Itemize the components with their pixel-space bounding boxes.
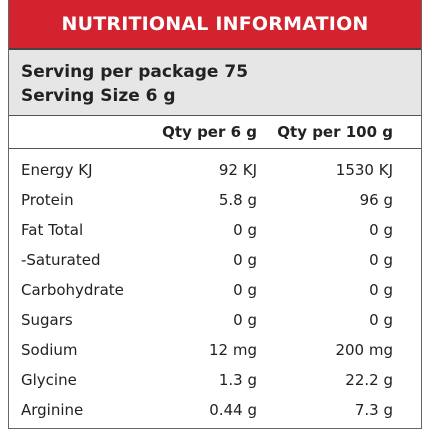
nutrient-value: 12 mg — [209, 341, 257, 359]
nutrient-label: Sodium — [21, 341, 78, 359]
table-row: Sodium 12 mg 200 mg — [9, 335, 421, 365]
table-row: Fat Total 0 g 0 g — [9, 215, 421, 245]
column-header: Qty per 100 g — [277, 123, 393, 141]
nutrient-value: 0 g — [369, 221, 393, 239]
nutrient-value: 0 g — [233, 251, 257, 269]
table-row: Glycine 1.3 g 22.2 g — [9, 365, 421, 395]
table-row: Arginine 0.44 g 7.3 g — [9, 395, 421, 425]
nutrient-label: Carbohydrate — [21, 281, 124, 299]
serving-line: Serving per package 75 — [21, 62, 249, 82]
nutrient-value: 0 g — [369, 311, 393, 329]
nutrient-value: 200 mg — [335, 341, 393, 359]
nutrient-value: 0.44 g — [209, 401, 257, 419]
nutrient-value: 7.3 g — [354, 401, 393, 419]
nutrient-label: Protein — [21, 191, 74, 209]
header-row: Qty per 6 g Qty per 100 g — [9, 116, 421, 149]
nutrient-label: Energy KJ — [21, 161, 93, 179]
table-row: -Saturated 0 g 0 g — [9, 245, 421, 275]
table-row: Sugars 0 g 0 g — [9, 305, 421, 335]
nutrient-value: 1530 KJ — [335, 161, 393, 179]
column-header: Qty per 6 g — [162, 123, 257, 141]
table-row: Carbohydrate 0 g 0 g — [9, 275, 421, 305]
table-row: Energy KJ 92 KJ 1530 KJ — [9, 155, 421, 185]
nutrient-label: Glycine — [21, 371, 77, 389]
nutrient-value: 0 g — [369, 281, 393, 299]
nutrient-value: 0 g — [233, 221, 257, 239]
nutrient-value: 0 g — [233, 311, 257, 329]
serving-info: Serving per package 75 Serving Size 6 g — [9, 48, 421, 116]
nutrient-label: Arginine — [21, 401, 84, 419]
nutrient-value: 0 g — [233, 281, 257, 299]
nutrient-value: 22.2 g — [345, 371, 393, 389]
nutrient-value: 92 KJ — [218, 161, 257, 179]
nutrient-value: 5.8 g — [218, 191, 257, 209]
panel-title: NUTRITIONAL INFORMATION — [9, 0, 421, 48]
nutrient-value: 0 g — [369, 251, 393, 269]
serving-line: Serving Size 6 g — [21, 86, 176, 106]
nutrient-value: 96 g — [359, 191, 393, 209]
nutrient-label: Sugars — [21, 311, 73, 329]
nutrient-label: -Saturated — [21, 251, 101, 269]
nutrient-value: 1.3 g — [218, 371, 257, 389]
nutrient-label: Fat Total — [21, 221, 84, 239]
nutrition-panel: NUTRITIONAL INFORMATION Serving per pack… — [8, 0, 422, 429]
table-row: Protein 5.8 g 96 g — [9, 185, 421, 215]
nutrition-table: Qty per 6 g Qty per 100 g Energy KJ 92 KJ 15… — [9, 116, 421, 425]
